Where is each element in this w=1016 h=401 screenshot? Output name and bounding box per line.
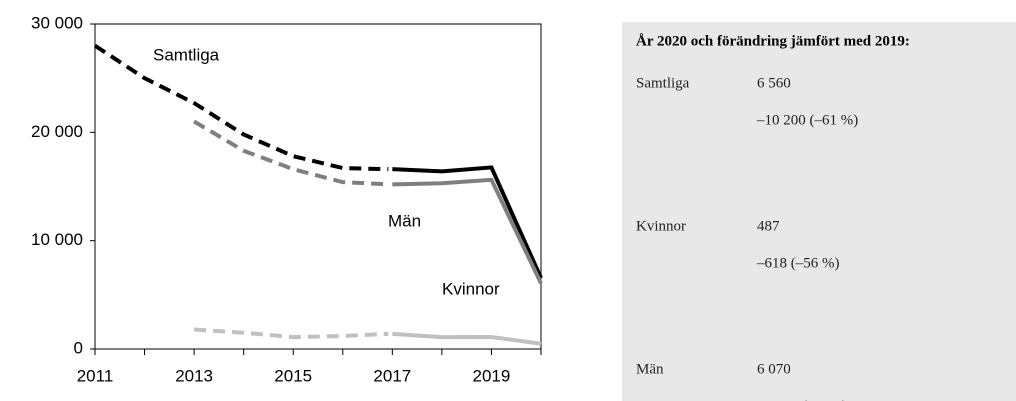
x-tick-label: 2011 <box>77 366 114 385</box>
row-label: Män <box>636 361 664 377</box>
row-value: 6 070 <box>757 361 791 377</box>
y-tick-label: 10 000 <box>31 230 83 249</box>
panel-title: År 2020 och förändring jämfört med 2019: <box>636 33 910 49</box>
series-line <box>392 177 543 285</box>
x-tick-label: 2013 <box>175 366 213 385</box>
x-tick-label: 2019 <box>473 366 511 385</box>
row-change: –618 (–56 %) <box>756 255 840 271</box>
series-line <box>193 327 389 340</box>
series-line <box>93 43 389 172</box>
row-label: Kvinnor <box>636 218 686 234</box>
series-label: Samtliga <box>153 45 220 64</box>
plot-frame <box>94 23 542 350</box>
y-tick-label: 30 000 <box>31 13 83 32</box>
series-label: Kvinnor <box>442 279 500 298</box>
row-label: Samtliga <box>636 75 690 91</box>
series-line <box>193 119 389 187</box>
x-tick-label: 2017 <box>373 366 411 385</box>
y-tick-label: 0 <box>74 338 83 357</box>
series-label: Män <box>388 211 421 230</box>
x-tick-label: 2015 <box>274 366 312 385</box>
row-change: –9 550 (–61%) <box>756 398 847 401</box>
y-tick-label: 20 000 <box>31 122 83 141</box>
series-line <box>392 165 543 279</box>
row-value: 6 560 <box>757 75 791 91</box>
side-panel <box>622 22 1016 401</box>
row-change: –10 200 (–61 %) <box>756 112 858 128</box>
series-line <box>392 331 542 346</box>
row-value: 487 <box>757 218 780 234</box>
